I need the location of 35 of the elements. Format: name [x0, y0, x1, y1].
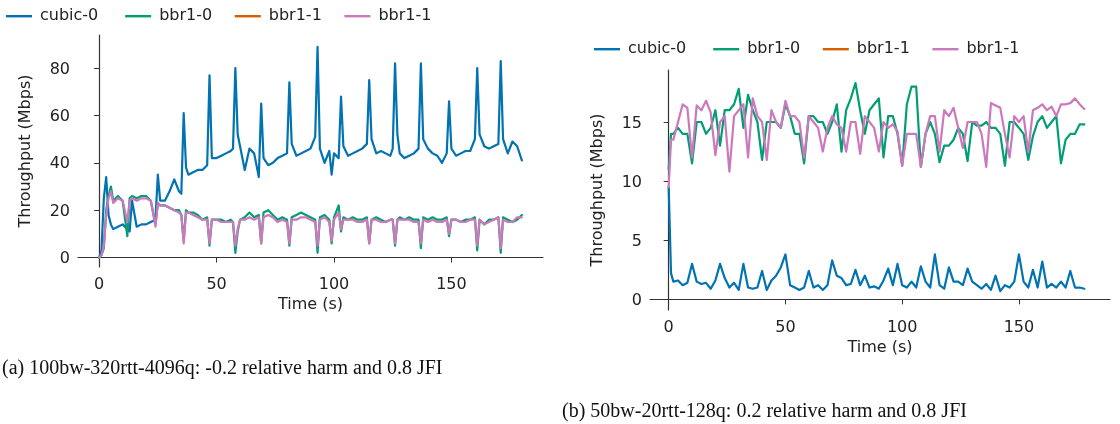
- x-tick-label: 0: [94, 273, 105, 293]
- y-tick-label: 5: [631, 230, 642, 250]
- y-tick-label: 40: [49, 153, 70, 173]
- y-tick-label: 0: [631, 289, 642, 309]
- line-series: [667, 81, 1086, 171]
- legend-label: bbr1-1: [966, 37, 1020, 57]
- y-tick-label: 60: [49, 105, 70, 125]
- x-axis-title: Time (s): [846, 337, 913, 357]
- text: (b) 50bw-20rtt-128q: 0.2 relative harm and 0.8 JFI: [562, 399, 967, 422]
- line-series: [98, 45, 523, 259]
- y-tick-label: 0: [59, 248, 70, 268]
- x-axis-title: Time (s): [276, 294, 344, 314]
- x-tick-label: 100: [318, 273, 350, 293]
- x-tick-label: 100: [886, 316, 918, 336]
- legend-label: cubic-0: [40, 4, 99, 24]
- y-tick-label: 80: [49, 58, 70, 78]
- y-axis-title: Throughput (Mbps): [14, 74, 34, 229]
- y-tick-label: 20: [49, 200, 70, 220]
- line-series: [667, 185, 1086, 293]
- y-tick-label: 15: [621, 112, 642, 132]
- x-tick-label: 150: [1003, 316, 1035, 336]
- x-tick-label: 0: [663, 316, 674, 336]
- line-series: [667, 97, 1086, 189]
- text: (a) 100bw-320rtt-4096q: -0.2 relative harm and 0.8 JFI: [2, 356, 443, 379]
- legend-label: bbr1-1: [378, 4, 432, 24]
- legend-label: bbr1-0: [747, 37, 801, 57]
- legend-label: bbr1-1: [856, 37, 910, 57]
- y-axis-title: Throughput (Mbps): [586, 113, 606, 268]
- legend-label: bbr1-1: [268, 4, 322, 24]
- legend-label: cubic-0: [628, 37, 687, 57]
- x-tick-label: 50: [775, 316, 796, 336]
- x-tick-label: 150: [436, 273, 467, 293]
- y-tick-label: 10: [621, 171, 642, 191]
- legend-label: bbr1-0: [159, 4, 213, 24]
- x-tick-label: 50: [206, 273, 227, 293]
